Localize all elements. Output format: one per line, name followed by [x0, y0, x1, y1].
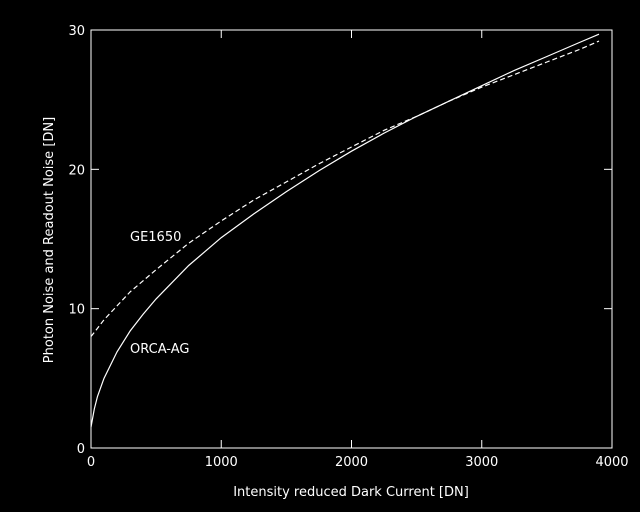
series-line	[90, 33, 600, 428]
x-tick-label: 0	[87, 455, 95, 470]
y-axis-label: Photon Noise and Readout Noise [DN]	[42, 117, 57, 363]
x-tick-label: 4000	[595, 455, 628, 470]
y-tick-label: 20	[68, 163, 85, 178]
x-tick-label: 3000	[465, 455, 498, 470]
series-label: GE1650	[130, 230, 181, 245]
y-tick-label: 10	[68, 303, 85, 318]
series-line	[90, 40, 600, 337]
x-tick-label: 2000	[335, 455, 368, 470]
y-tick-label: 30	[68, 24, 85, 39]
x-axis-label: Intensity reduced Dark Current [DN]	[233, 485, 469, 500]
series-label: ORCA-AG	[130, 342, 189, 357]
y-tick-label: 0	[77, 442, 85, 457]
x-tick-label: 1000	[205, 455, 238, 470]
